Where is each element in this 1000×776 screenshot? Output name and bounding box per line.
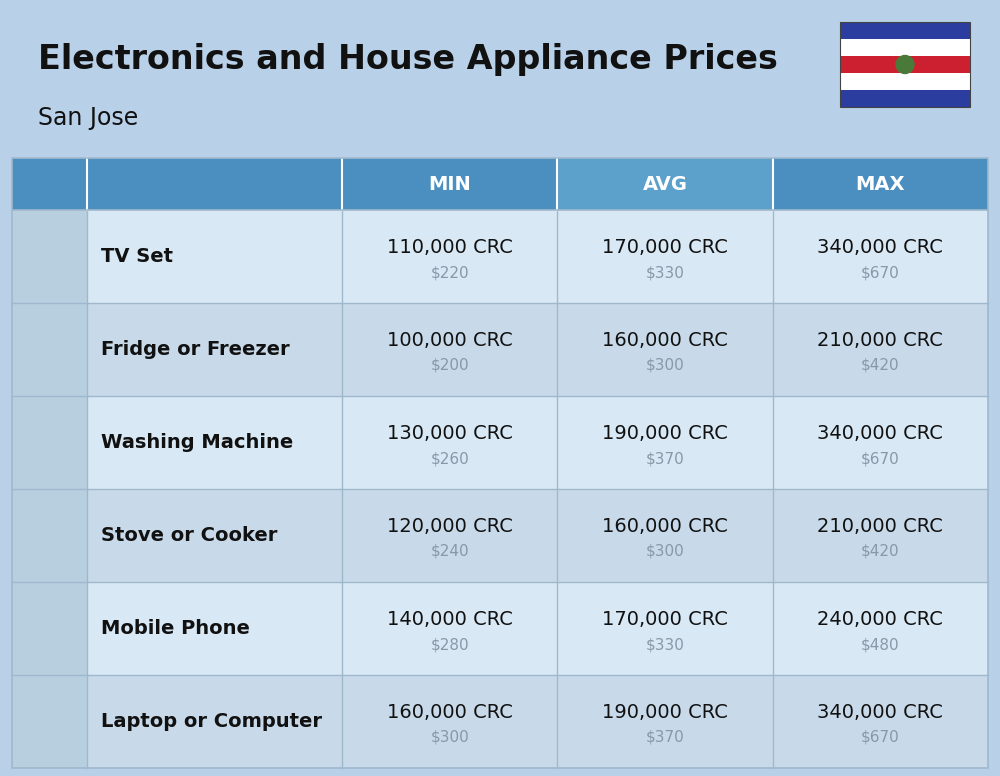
Bar — [840, 22, 970, 39]
Bar — [12, 396, 988, 489]
Bar — [12, 396, 87, 489]
Bar — [773, 158, 988, 210]
Text: $480: $480 — [861, 637, 900, 652]
Text: 210,000 CRC: 210,000 CRC — [817, 517, 943, 536]
Bar — [12, 158, 988, 768]
Text: $300: $300 — [646, 358, 684, 373]
Text: Fridge or Freezer: Fridge or Freezer — [101, 340, 290, 359]
Text: 160,000 CRC: 160,000 CRC — [387, 703, 513, 722]
Text: 140,000 CRC: 140,000 CRC — [387, 610, 513, 629]
Text: MAX: MAX — [856, 175, 905, 193]
Text: Mobile Phone: Mobile Phone — [101, 619, 250, 638]
Bar — [12, 210, 87, 303]
Text: 110,000 CRC: 110,000 CRC — [387, 238, 513, 257]
Text: $420: $420 — [861, 544, 900, 559]
Text: Stove or Cooker: Stove or Cooker — [101, 526, 277, 545]
Bar — [12, 303, 87, 396]
Text: $370: $370 — [646, 730, 684, 745]
Text: $420: $420 — [861, 358, 900, 373]
Text: $670: $670 — [861, 730, 900, 745]
Bar — [840, 90, 970, 107]
Text: 340,000 CRC: 340,000 CRC — [817, 424, 943, 443]
Bar — [12, 489, 87, 582]
Text: $200: $200 — [430, 358, 469, 373]
Text: $670: $670 — [861, 451, 900, 466]
Text: Electronics and House Appliance Prices: Electronics and House Appliance Prices — [38, 43, 778, 77]
Text: 210,000 CRC: 210,000 CRC — [817, 331, 943, 350]
Text: 100,000 CRC: 100,000 CRC — [387, 331, 513, 350]
Text: Washing Machine: Washing Machine — [101, 433, 293, 452]
Bar — [840, 56, 970, 73]
Text: 340,000 CRC: 340,000 CRC — [817, 703, 943, 722]
Bar — [12, 582, 87, 675]
Bar — [12, 158, 342, 210]
Bar — [12, 303, 988, 396]
Text: 160,000 CRC: 160,000 CRC — [602, 517, 728, 536]
Text: 340,000 CRC: 340,000 CRC — [817, 238, 943, 257]
Text: MIN: MIN — [428, 175, 471, 193]
Bar — [840, 73, 970, 90]
Text: $330: $330 — [646, 265, 684, 280]
Text: $240: $240 — [430, 544, 469, 559]
Circle shape — [896, 56, 914, 74]
Text: 190,000 CRC: 190,000 CRC — [602, 424, 728, 443]
Text: AVG: AVG — [642, 175, 688, 193]
Text: $330: $330 — [646, 637, 684, 652]
Text: $260: $260 — [430, 451, 469, 466]
Text: $220: $220 — [430, 265, 469, 280]
Bar — [12, 675, 988, 768]
Bar — [342, 158, 557, 210]
Text: 170,000 CRC: 170,000 CRC — [602, 610, 728, 629]
Text: 160,000 CRC: 160,000 CRC — [602, 331, 728, 350]
Text: $300: $300 — [430, 730, 469, 745]
Text: $370: $370 — [646, 451, 684, 466]
Bar — [12, 675, 87, 768]
Bar — [557, 158, 773, 210]
Text: TV Set: TV Set — [101, 247, 173, 266]
Text: $670: $670 — [861, 265, 900, 280]
Text: Laptop or Computer: Laptop or Computer — [101, 712, 322, 731]
Text: 120,000 CRC: 120,000 CRC — [387, 517, 513, 536]
Text: San Jose: San Jose — [38, 106, 138, 130]
Bar — [12, 489, 988, 582]
Text: $280: $280 — [430, 637, 469, 652]
Text: $300: $300 — [646, 544, 684, 559]
Text: 130,000 CRC: 130,000 CRC — [387, 424, 513, 443]
Bar — [12, 582, 988, 675]
Text: 190,000 CRC: 190,000 CRC — [602, 703, 728, 722]
Text: 170,000 CRC: 170,000 CRC — [602, 238, 728, 257]
Bar — [840, 39, 970, 56]
Bar — [840, 22, 970, 107]
Text: 240,000 CRC: 240,000 CRC — [817, 610, 943, 629]
Bar — [12, 210, 988, 303]
